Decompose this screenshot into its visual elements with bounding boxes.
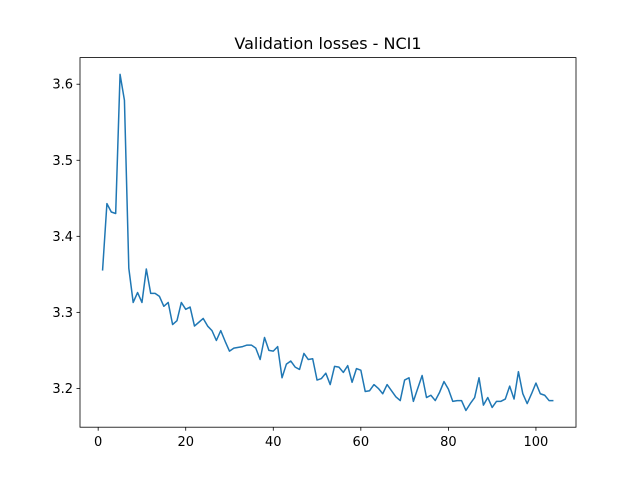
x-tick-label: 20 [177, 435, 194, 450]
axes-frame [79, 57, 577, 428]
y-tick-label: 3.4 [52, 230, 73, 245]
y-tick-label: 3.6 [52, 78, 73, 93]
y-tick-label: 3.5 [52, 154, 73, 169]
y-tick-label: 3.3 [52, 306, 73, 321]
x-tick-label: 80 [440, 435, 457, 450]
chart-title: Validation losses - NCI1 [234, 34, 421, 53]
x-tick-label: 60 [353, 435, 370, 450]
y-tick-label: 3.2 [52, 382, 73, 397]
line [101, 73, 554, 412]
x-tick-label: 40 [265, 435, 282, 450]
x-tick-label: 0 [94, 435, 102, 450]
x-tick-label: 100 [524, 435, 549, 450]
